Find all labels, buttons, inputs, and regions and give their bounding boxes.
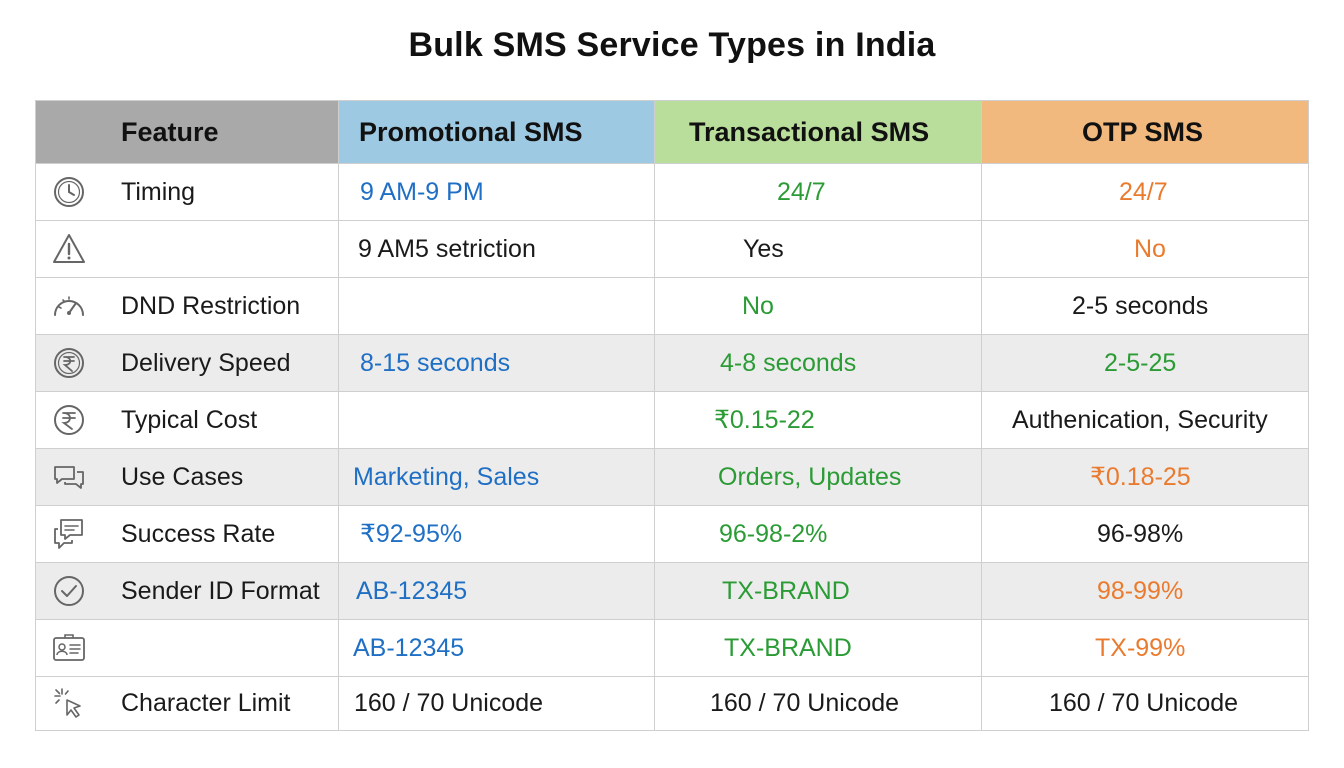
transactional-cell: ₹0.15-22 [655, 392, 982, 448]
table-row: Typical Cost ₹0.15-22 Authenication, Sec… [36, 392, 1308, 449]
table-row: DND Restriction No 2-5 seconds [36, 278, 1308, 335]
table-row: Sender ID Format AB-12345 TX-BRAND 98-99… [36, 563, 1308, 620]
feature-label: Use Cases [121, 462, 244, 491]
otp-cell: No [1134, 234, 1166, 263]
otp-cell: 160 / 70 Unicode [1049, 689, 1239, 717]
otp-cell: 24/7 [1119, 177, 1168, 206]
otp-cell: 96-98% [1097, 519, 1184, 548]
header-promotional: Promotional SMS [339, 101, 655, 163]
chat-bubbles-icon [50, 458, 88, 496]
feature-cell: Character Limit [36, 677, 339, 730]
otp-cell: 2-5 seconds [1072, 291, 1209, 320]
table-row: AB-12345 TX-BRAND TX-99% [36, 620, 1308, 677]
transactional-cell: 4-8 seconds [655, 335, 982, 391]
header-transactional: Transactional SMS [655, 101, 982, 163]
feature-label: Typical Cost [121, 405, 258, 434]
feature-cell [36, 221, 339, 277]
feature-cell: DND Restriction [36, 278, 339, 334]
table-row: Delivery Speed 8-15 seconds 4-8 seconds … [36, 335, 1308, 392]
transactional-cell: TX-BRAND [655, 563, 982, 619]
feature-label: Success Rate [121, 519, 276, 548]
feature-cell: Success Rate [36, 506, 339, 562]
feature-cell [36, 620, 339, 676]
promotional-cell [339, 278, 655, 334]
feature-cell: Sender ID Format [36, 563, 339, 619]
promotional-cell: 8-15 seconds [339, 335, 655, 391]
feature-label: DND Restriction [121, 291, 301, 320]
transactional-cell: Orders, Updates [655, 449, 982, 505]
feature-cell: Typical Cost [36, 392, 339, 448]
transactional-cell: 24/7 [655, 164, 982, 220]
promotional-cell [339, 392, 655, 448]
otp-cell: ₹0.18-25 [1090, 463, 1191, 491]
feature-label: Sender ID Format [121, 576, 320, 605]
cursor-click-icon [50, 685, 88, 723]
table-row: Character Limit 160 / 70 Unicode 160 / 7… [36, 677, 1308, 730]
table-row: Success Rate ₹92-95% 96-98-2% 96-98% [36, 506, 1308, 563]
promotional-cell: ₹92-95% [339, 506, 655, 562]
promotional-cell: AB-12345 [339, 620, 655, 676]
transactional-cell: No [655, 278, 982, 334]
otp-cell: Authenication, Security [1012, 405, 1268, 434]
speedometer-icon [50, 287, 88, 325]
promotional-cell: Marketing, Sales [339, 449, 655, 505]
table-row: Timing 9 AM-9 PM 24/7 24/7 [36, 164, 1308, 221]
transactional-cell: 96-98-2% [655, 506, 982, 562]
otp-cell: TX-99% [1095, 633, 1186, 662]
feature-cell: Delivery Speed [36, 335, 339, 391]
otp-cell: 98-99% [1097, 576, 1184, 605]
id-card-icon [50, 629, 88, 667]
check-circle-icon [50, 572, 88, 610]
warning-icon [50, 230, 88, 268]
table-row: Use Cases Marketing, Sales Orders, Updat… [36, 449, 1308, 506]
feature-label: Character Limit [121, 689, 291, 717]
transactional-cell: TX-BRAND [655, 620, 982, 676]
table-row: 9 AM5 setriction Yes No [36, 221, 1308, 278]
feature-label: Timing [121, 177, 196, 206]
rupee-icon [50, 401, 88, 439]
clock-icon [50, 173, 88, 211]
transactional-cell: 160 / 70 Unicode [655, 677, 982, 730]
page-title: Bulk SMS Service Types in India [408, 26, 936, 64]
header-otp: OTP SMS [982, 101, 1308, 163]
comparison-table: Feature Promotional SMS Transactional SM… [35, 100, 1309, 731]
otp-cell: 2-5-25 [1104, 348, 1177, 377]
header-feature: Feature [36, 101, 339, 163]
promotional-cell: AB-12345 [339, 563, 655, 619]
rupee-coin-icon [50, 344, 88, 382]
message-icon [50, 515, 88, 553]
promotional-cell: 160 / 70 Unicode [339, 677, 655, 730]
table-header-row: Feature Promotional SMS Transactional SM… [36, 101, 1308, 164]
feature-cell: Timing [36, 164, 339, 220]
promotional-cell: 9 AM-9 PM [339, 164, 655, 220]
promotional-cell: 9 AM5 setriction [339, 221, 655, 277]
transactional-cell: Yes [655, 221, 982, 277]
feature-cell: Use Cases [36, 449, 339, 505]
feature-label: Delivery Speed [121, 348, 291, 377]
